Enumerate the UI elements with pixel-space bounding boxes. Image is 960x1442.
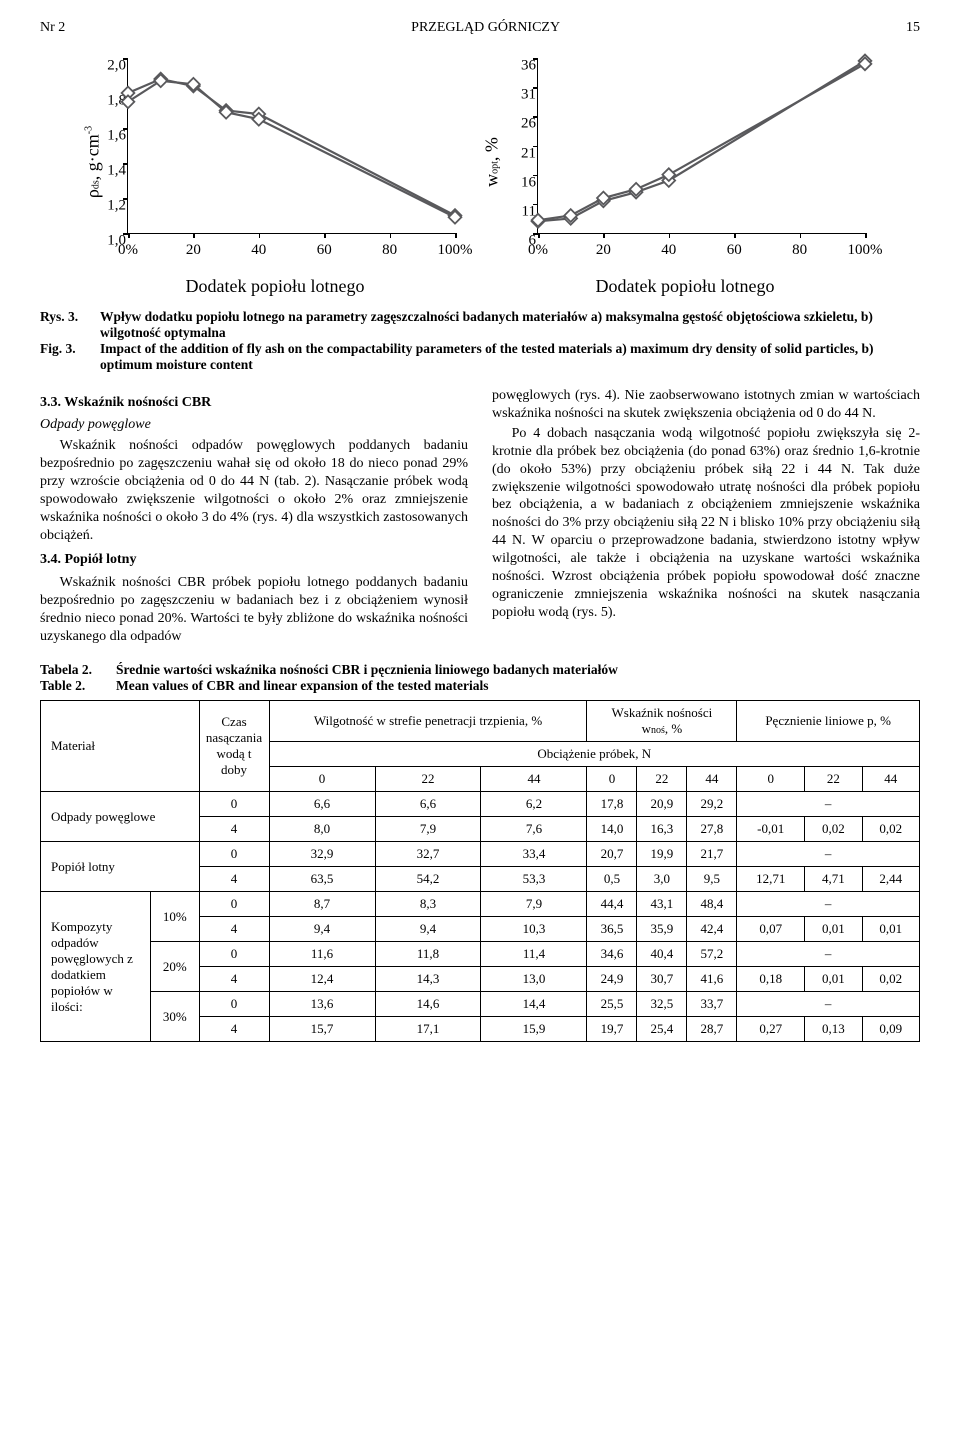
header-right: 15 [906,20,920,36]
th-swell: Pęcznienie liniowe p, % [737,701,920,742]
row-label-10: 10% [151,892,200,942]
row-label-20: 20% [151,942,200,992]
table-caption-text-en: Mean values of CBR and linear expansion … [116,678,489,694]
table-caption-text-pl: Średnie wartości wskaźnika nośności CBR … [116,662,618,678]
th-load-value: 0 [737,767,805,792]
para-popiol-1: Wskaźnik nośności CBR próbek popiołu lot… [40,574,468,646]
table-row: 20% 011,611,811,434,640,457,2– [41,942,920,967]
th-cbr: Wskaźnik nośnościwnoś, % [587,701,737,742]
th-load-value: 44 [481,767,587,792]
th-load-value: 44 [687,767,737,792]
caption-text-en: Impact of the addition of fly ash on the… [100,341,920,373]
th-load-value: 22 [375,767,481,792]
section-3-4-heading: 3.4. Popiół lotny [40,552,468,568]
table-caption-tag-pl: Tabela 2. [40,662,116,678]
header-left: Nr 2 [40,20,65,36]
chart-right-ylabel: wopt, % [481,137,502,187]
th-load-value: 44 [862,767,919,792]
caption-tag-pl: Rys. 3. [40,309,100,341]
table-header-row-1: Materiał Czas nasączania wodą t doby Wil… [41,701,920,742]
charts-row: ρds, g·cm-3 1,01,21,41,61,82,00%20406080… [40,52,920,297]
para-right-2: Po 4 dobach nasączania wodą wilgotność p… [492,425,920,622]
th-moisture: Wilgotność w strefie penetracji trzpieni… [269,701,587,742]
th-load-value: 22 [805,767,862,792]
chart-left-plot: 1,01,21,41,61,82,00%20406080100% [127,58,455,234]
table-row: Odpady powęglowe 06,66,66,217,820,929,2– [41,792,920,817]
para-odpady-1: Wskaźnik nośności odpadów powęglowych po… [40,437,468,544]
th-material: Materiał [41,701,200,792]
row-label-30: 30% [151,992,200,1042]
table-caption-tag-en: Table 2. [40,678,116,694]
table-row: 30% 013,614,614,425,532,533,7– [41,992,920,1017]
th-time: Czas nasączania wodą t doby [199,701,269,792]
right-column: powęglowych (rys. 4). Nie zaobserwowano … [492,387,920,648]
subsection-odpady: Odpady powęglowe [40,417,468,433]
row-label-kompozyty: Kompozyty odpadów powęglowych z dodatkie… [41,892,151,1042]
th-load-value: 0 [587,767,637,792]
caption-tag-en: Fig. 3. [40,341,100,373]
section-3-3-heading: 3.3. Wskaźnik nośności CBR [40,395,468,411]
page-header: Nr 2 PRZEGLĄD GÓRNICZY 15 [40,20,920,36]
figure-caption: Rys. 3. Wpływ dodatku popiołu lotnego na… [40,309,920,373]
th-load-value: 0 [269,767,375,792]
chart-left-xlabel: Dodatek popiołu lotnego [186,276,365,297]
para-right-1: powęglowych (rys. 4). Nie zaobserwowano … [492,387,920,423]
results-table: Materiał Czas nasączania wodą t doby Wil… [40,700,920,1042]
caption-text-pl: Wpływ dodatku popiołu lotnego na paramet… [100,309,920,341]
table-row: Popiół lotny 032,932,733,420,719,921,7– [41,842,920,867]
chart-right-xlabel: Dodatek popiołu lotnego [596,276,775,297]
th-load-value: 22 [637,767,687,792]
body-columns: 3.3. Wskaźnik nośności CBR Odpady powęgl… [40,387,920,648]
header-center: PRZEGLĄD GÓRNICZY [411,20,560,36]
th-load: Obciążenie próbek, N [269,742,919,767]
chart-right-plot: 61116212631360%20406080100% [537,58,865,234]
chart-left: ρds, g·cm-3 1,01,21,41,61,82,00%20406080… [85,52,465,297]
left-column: 3.3. Wskaźnik nośności CBR Odpady powęgl… [40,387,468,648]
row-label-popiol: Popiół lotny [41,842,200,892]
chart-right: wopt, % 61116212631360%20406080100% Doda… [495,52,875,297]
table-caption: Tabela 2. Średnie wartości wskaźnika noś… [40,662,920,694]
table-row: Kompozyty odpadów powęglowych z dodatkie… [41,892,920,917]
row-label-odpady: Odpady powęglowe [41,792,200,842]
